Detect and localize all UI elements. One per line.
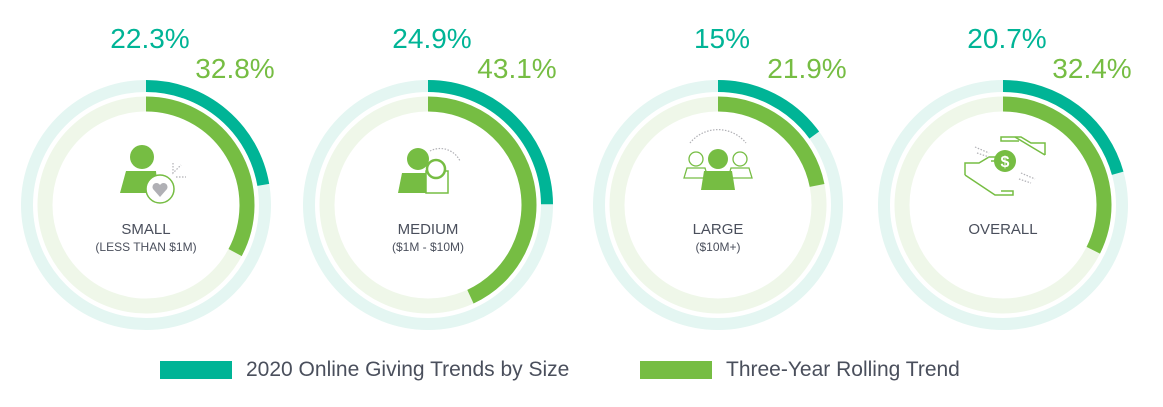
value-label-three-year: 32.4% (1052, 53, 1131, 84)
category-label: LARGE (693, 221, 744, 238)
legend-label: 2020 Online Giving Trends by Size (246, 358, 570, 381)
legend-item-2020: 2020 Online Giving Trends by Size (160, 358, 569, 382)
legend-item-three-year: Three-Year Rolling Trend (640, 358, 960, 382)
donut-medium: 24.9%43.1% MEDIUM ($1M - $10M) (303, 23, 557, 330)
category-label: MEDIUM (398, 221, 459, 238)
hands-dollar-icon: $ (964, 136, 1046, 196)
person-magnifier-icon (398, 147, 461, 194)
category-label: OVERALL (968, 221, 1037, 238)
category-sublabel: ($10M+) (695, 240, 740, 254)
category-sublabel: (LESS THAN $1M) (95, 240, 196, 254)
value-label-2020: 22.3% (110, 23, 189, 54)
legend-swatch-teal (160, 361, 232, 379)
donut-large: 15% 21.9% LARGE ($10M+) (593, 23, 847, 330)
arc-2020 (717, 80, 820, 139)
arc-three-year (1002, 96, 1112, 254)
value-label-three-year: 21.9% (767, 53, 846, 84)
value-label-three-year: 43.1% (477, 53, 556, 84)
arc-three-year (427, 96, 537, 304)
legend-swatch-green (640, 361, 712, 379)
legend-label: Three-Year Rolling Trend (726, 358, 960, 381)
svg-text:$: $ (1001, 154, 1010, 171)
donut-small: 22.3%32.8% SMALL (LESS THAN $1M) (21, 23, 275, 330)
value-label-2020: 24.9% (392, 23, 471, 54)
value-label-2020: 20.7% (967, 23, 1046, 54)
value-label-2020: 15% (694, 23, 750, 54)
category-sublabel: ($1M - $10M) (392, 240, 464, 254)
group-icon (683, 129, 753, 190)
donut-overall: 20.7%32.4% $ OVERALL (878, 23, 1132, 330)
person-heart-icon (120, 145, 186, 204)
arc-2020 (1002, 80, 1124, 175)
category-label: SMALL (121, 221, 170, 238)
arc-three-year (145, 96, 255, 257)
value-label-three-year: 32.8% (195, 53, 274, 84)
arc-2020 (427, 80, 553, 205)
arc-three-year (717, 96, 825, 188)
arc-2020 (145, 80, 270, 186)
